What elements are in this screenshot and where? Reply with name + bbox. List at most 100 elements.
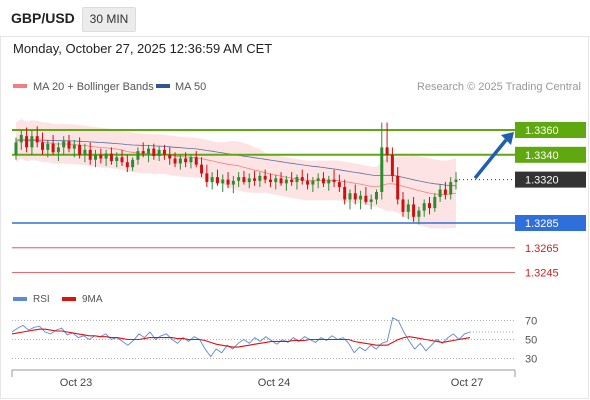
- legend-swatch-ma20: [13, 84, 27, 88]
- candle-body: [104, 153, 108, 159]
- candle-body: [162, 149, 166, 155]
- x-axis-label-oct-23: Oct 23: [60, 377, 92, 389]
- candle-body: [433, 196, 437, 209]
- legend-swatch-9ma: [62, 297, 76, 301]
- candle-body: [438, 189, 442, 197]
- candle-body: [443, 189, 447, 195]
- candle-body: [427, 203, 431, 209]
- candle-body: [348, 193, 352, 200]
- candle-body: [115, 157, 119, 161]
- candle-body: [364, 195, 368, 202]
- resistance-label-bg-1.3360: [515, 122, 586, 138]
- candle-body: [56, 147, 60, 153]
- candle-body: [454, 179, 458, 183]
- resistance-label-1.3360: 1.3360: [525, 125, 559, 137]
- x-axis-label-oct-27: Oct 27: [451, 377, 483, 389]
- candle-body: [67, 141, 71, 149]
- candle-body: [147, 148, 151, 154]
- candle-body: [359, 195, 363, 200]
- candle-body: [99, 154, 103, 159]
- candle-body: [14, 142, 18, 155]
- candle-body: [152, 148, 156, 157]
- candle-body: [369, 199, 373, 202]
- candle-body: [258, 175, 262, 181]
- legend-label-ma50: MA 50: [175, 81, 206, 93]
- candle-body: [390, 154, 394, 176]
- x-axis-label-oct-24: Oct 24: [258, 377, 290, 389]
- top-bar: GBP/USD 30 MIN: [0, 0, 590, 37]
- candle-body: [78, 144, 82, 155]
- rsi-tick-30: 30: [525, 353, 537, 365]
- candle-body: [94, 154, 98, 160]
- candle-body: [41, 142, 45, 150]
- rsi-9ma-line: [11, 328, 471, 348]
- candle-body: [19, 134, 23, 143]
- candle-body: [194, 157, 198, 165]
- candle-body: [332, 179, 336, 183]
- candle-body: [25, 136, 29, 148]
- candle-body: [253, 178, 257, 181]
- candle-body: [417, 210, 421, 217]
- candle-body: [120, 157, 124, 163]
- candle-body: [316, 178, 320, 181]
- current-price-tag: 1.3320: [525, 175, 559, 187]
- current-price-tag-bg: [515, 171, 586, 188]
- candle-body: [173, 158, 177, 164]
- candle-body: [184, 158, 188, 163]
- support-label-1.3285: 1.3285: [525, 218, 559, 230]
- candle-body: [327, 179, 331, 184]
- support-label-1.3265: 1.3265: [525, 243, 559, 255]
- timeframe-button[interactable]: 30 MIN: [82, 7, 136, 32]
- candle-body: [237, 177, 241, 181]
- candle-body: [210, 177, 214, 183]
- candle-body: [200, 164, 204, 174]
- legend-label-9ma: 9MA: [82, 294, 103, 305]
- candle-body: [189, 157, 193, 163]
- candle-body: [35, 136, 39, 143]
- legend-swatch-rsi: [13, 297, 27, 301]
- candle-body: [380, 147, 384, 192]
- candle-body: [30, 136, 34, 148]
- candle-body: [242, 177, 246, 183]
- candle-body: [406, 204, 410, 212]
- bollinger-band-area: [16, 118, 456, 229]
- candle-body: [321, 178, 325, 184]
- forecast-arrow-head: [501, 132, 514, 145]
- candle-body: [83, 149, 87, 155]
- candle-body: [374, 192, 378, 200]
- candle-body: [226, 179, 230, 185]
- rsi-line: [11, 317, 471, 358]
- candle-body: [88, 149, 92, 160]
- candle-body: [136, 151, 140, 160]
- candle-body: [295, 177, 299, 183]
- resistance-label-1.3340: 1.3340: [525, 150, 559, 162]
- candle-body: [311, 180, 315, 185]
- candle-body: [109, 153, 113, 161]
- candle-body: [385, 147, 389, 155]
- candle-body: [46, 143, 50, 150]
- candle-body: [231, 180, 235, 185]
- candle-body: [125, 162, 129, 168]
- candle-body: [72, 144, 76, 149]
- candle-body: [247, 178, 251, 183]
- research-credit: Research © 2025 Trading Central: [417, 81, 581, 93]
- candle-body: [422, 203, 426, 211]
- candle-body: [412, 204, 416, 217]
- candle-body: [178, 158, 182, 164]
- candle-body: [306, 180, 310, 185]
- candle-body: [221, 179, 225, 184]
- symbol-title: GBP/USD: [11, 10, 75, 26]
- candle-body: [337, 182, 341, 188]
- candle-body: [268, 179, 272, 183]
- candle-body: [274, 178, 278, 183]
- candle-body: [51, 143, 55, 153]
- candle-body: [290, 179, 294, 183]
- candle-body: [300, 177, 304, 181]
- candle-body: [343, 187, 347, 200]
- candle-body: [353, 193, 357, 200]
- candle-body: [62, 141, 66, 148]
- support-label-1.3245: 1.3245: [525, 268, 559, 280]
- candle-body: [205, 173, 209, 183]
- rsi-tick-70: 70: [525, 316, 537, 328]
